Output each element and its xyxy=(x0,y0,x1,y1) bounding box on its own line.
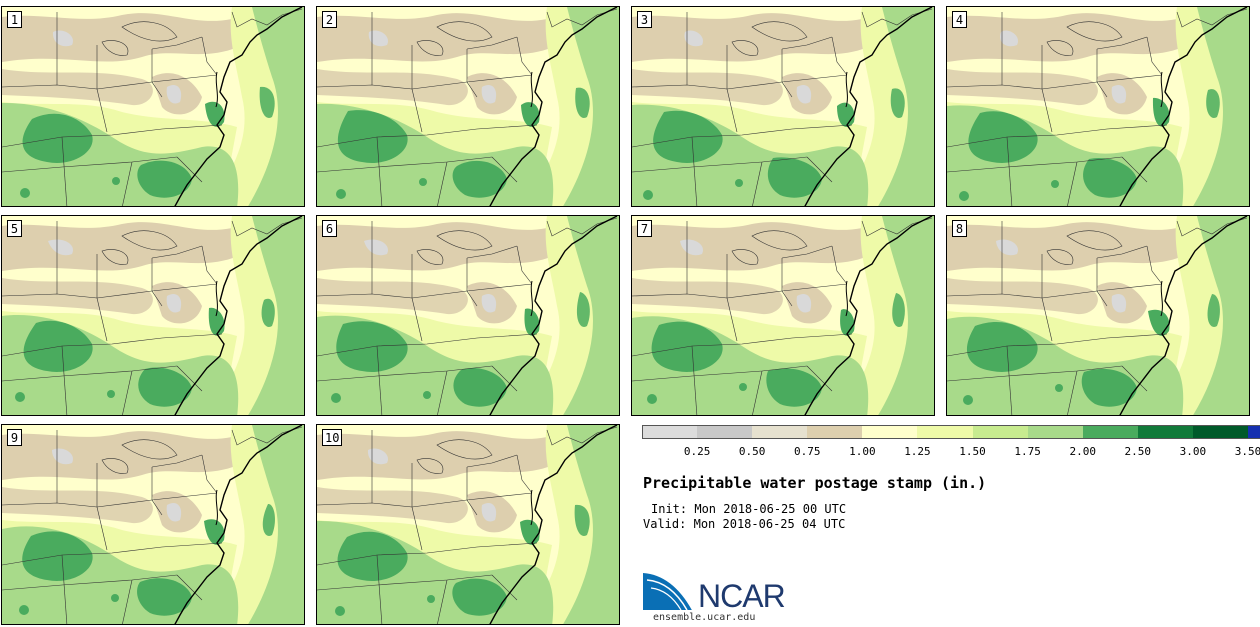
member-number-label: 5 xyxy=(7,220,22,237)
colorbar-segment xyxy=(972,425,1029,439)
init-value: Mon 2018-06-25 00 UTC xyxy=(694,502,847,516)
init-label: Init: xyxy=(651,502,688,516)
member-number-label: 7 xyxy=(637,220,652,237)
colorbar-segment xyxy=(1192,425,1249,439)
valid-value: Mon 2018-06-25 04 UTC xyxy=(693,517,846,531)
valid-label: Valid: xyxy=(643,517,687,531)
chart-title: Precipitable water postage stamp (in.) xyxy=(643,474,987,492)
precipitable-water-map xyxy=(317,7,619,206)
postage-stamp-panel: 8 xyxy=(946,215,1250,416)
colorbar-segment xyxy=(917,425,974,439)
postage-stamp-panel: 3 xyxy=(631,6,935,207)
precipitable-water-map xyxy=(2,425,304,624)
postage-stamp-panel: 2 xyxy=(316,6,620,207)
member-number-label: 9 xyxy=(7,429,22,446)
colorbar-segment xyxy=(642,425,698,439)
colorbar-tick-label: 2.00 xyxy=(1069,445,1096,458)
member-number-label: 8 xyxy=(952,220,967,237)
postage-stamp-panel: 7 xyxy=(631,215,935,416)
colorbar: 0.25 0.50 0.75 1.00 1.25 1.50 1.75 2.00 2.50 3.00… xyxy=(642,425,1260,465)
colorbar-segment xyxy=(1082,425,1139,439)
colorbar-tick-label: 0.75 xyxy=(794,445,821,458)
precipitable-water-map xyxy=(2,7,304,206)
postage-stamp-panel: 6 xyxy=(316,215,620,416)
member-number-label: 4 xyxy=(952,11,967,28)
logo-wordmark: NCAR xyxy=(698,578,786,614)
colorbar-tick-label: 0.25 xyxy=(683,445,711,458)
colorbar-tick-label: 1.00 xyxy=(849,445,876,458)
colorbar-segment xyxy=(807,425,863,439)
precipitable-water-map xyxy=(317,425,619,624)
postage-stamp-panel: 10 xyxy=(316,424,620,625)
valid-time: Valid: Mon 2018-06-25 04 UTC xyxy=(643,517,845,531)
precipitable-water-map xyxy=(947,7,1249,206)
member-number-label: 10 xyxy=(322,429,343,446)
ncar-logo: NCAR ensemble.ucar.edu xyxy=(643,570,803,626)
colorbar-tick-label: 0.50 xyxy=(738,445,766,458)
ncar-swoosh-icon xyxy=(643,571,694,611)
member-number-label: 6 xyxy=(322,220,337,237)
colorbar-tick-label: 3.50 xyxy=(1234,445,1260,458)
member-number-label: 1 xyxy=(7,11,22,28)
precipitable-water-map xyxy=(317,216,619,415)
colorbar-segment xyxy=(752,425,808,439)
postage-stamp-panel: 5 xyxy=(1,215,305,416)
colorbar-tick-label: 2.50 xyxy=(1124,445,1152,458)
member-number-label: 2 xyxy=(322,11,337,28)
member-number-label: 3 xyxy=(637,11,652,28)
init-time: Init: Mon 2018-06-25 00 UTC xyxy=(651,502,846,516)
colorbar-segment xyxy=(1137,425,1194,439)
postage-stamp-panel: 1 xyxy=(1,6,305,207)
precipitable-water-map xyxy=(632,216,934,415)
precipitable-water-map xyxy=(632,7,934,206)
colorbar-segment xyxy=(1027,425,1084,439)
precipitable-water-map xyxy=(2,216,304,415)
colorbar-tick-label: 3.00 xyxy=(1179,445,1207,458)
colorbar-tick-label: 1.50 xyxy=(959,445,986,458)
colorbar-segment xyxy=(697,425,753,439)
logo-url: ensemble.ucar.edu xyxy=(653,612,756,623)
colorbar-tick-label: 1.75 xyxy=(1014,445,1041,458)
colorbar-segment xyxy=(862,425,918,439)
postage-stamp-panel: 4 xyxy=(946,6,1250,207)
postage-stamp-panel: 9 xyxy=(1,424,305,625)
colorbar-tick-label: 1.25 xyxy=(904,445,931,458)
precipitable-water-map xyxy=(947,216,1249,415)
colorbar-segment xyxy=(1247,425,1260,439)
